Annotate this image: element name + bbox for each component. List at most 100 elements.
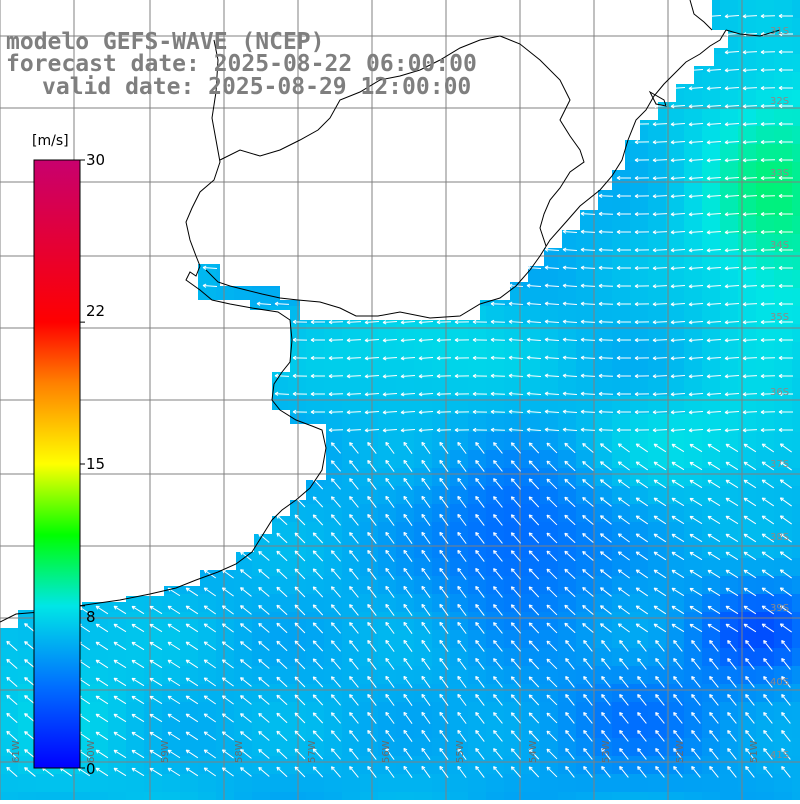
speed-cell <box>522 630 541 649</box>
speed-cell <box>288 666 307 685</box>
speed-cell <box>792 666 800 685</box>
speed-cell <box>756 576 775 595</box>
speed-cell <box>684 522 703 541</box>
lat-label: 39S <box>770 603 789 614</box>
speed-cell <box>792 252 800 271</box>
speed-cell <box>0 666 19 685</box>
speed-cell <box>558 558 577 577</box>
speed-cell <box>792 792 800 800</box>
speed-cell <box>540 486 559 505</box>
speed-cell <box>720 576 739 595</box>
speed-cell <box>252 648 271 667</box>
speed-cell <box>180 594 199 613</box>
lon-label: 60W <box>86 740 97 763</box>
speed-cell <box>270 684 289 703</box>
speed-cell <box>648 594 667 613</box>
speed-cell <box>792 18 800 37</box>
speed-cell <box>702 792 721 800</box>
speed-cell <box>180 684 199 703</box>
speed-cell <box>180 774 199 793</box>
lon-label: 61W <box>11 740 22 763</box>
speed-cell <box>792 36 800 55</box>
speed-cell <box>666 432 685 451</box>
speed-cell <box>756 468 775 487</box>
speed-cell <box>558 486 577 505</box>
speed-cell <box>216 684 235 703</box>
speed-cell <box>270 738 289 757</box>
speed-cell <box>522 792 541 800</box>
speed-cell <box>612 630 631 649</box>
speed-cell <box>144 648 163 667</box>
speed-cell <box>108 630 127 649</box>
speed-cell <box>792 234 800 253</box>
speed-cell <box>216 666 235 685</box>
speed-cell <box>90 684 109 703</box>
speed-cell <box>738 432 757 451</box>
speed-cell <box>216 702 235 721</box>
speed-cell <box>522 540 541 559</box>
speed-cell <box>558 432 577 451</box>
speed-cell <box>792 126 800 145</box>
speed-cell <box>162 594 181 613</box>
speed-cell <box>540 558 559 577</box>
speed-cell <box>216 756 235 775</box>
speed-cell <box>450 432 469 451</box>
speed-cell <box>666 540 685 559</box>
speed-cell <box>558 792 577 800</box>
speed-cell <box>540 450 559 469</box>
speed-cell <box>378 792 397 800</box>
speed-cell <box>792 162 800 181</box>
speed-cell <box>540 738 559 757</box>
speed-cell <box>54 792 73 800</box>
speed-cell <box>126 756 145 775</box>
colorbar-gradient <box>34 160 80 768</box>
speed-cell <box>108 738 127 757</box>
speed-cell <box>540 774 559 793</box>
speed-cell <box>540 702 559 721</box>
speed-cell <box>774 468 793 487</box>
speed-cell <box>648 576 667 595</box>
speed-cell <box>18 792 37 800</box>
speed-cell <box>738 468 757 487</box>
speed-cell <box>288 720 307 739</box>
speed-cell <box>216 720 235 739</box>
speed-cell <box>630 540 649 559</box>
speed-cell <box>198 774 217 793</box>
speed-cell <box>126 666 145 685</box>
speed-cell <box>648 522 667 541</box>
speed-cell <box>144 720 163 739</box>
speed-cell <box>792 54 800 73</box>
speed-cell <box>342 432 361 451</box>
speed-cell <box>738 540 757 559</box>
speed-cell <box>198 792 217 800</box>
speed-cell <box>792 288 800 307</box>
speed-cell <box>90 648 109 667</box>
speed-cell <box>216 648 235 667</box>
speed-cell <box>288 774 307 793</box>
speed-cell <box>648 450 667 469</box>
speed-cell <box>0 648 19 667</box>
speed-cell <box>558 504 577 523</box>
lon-label: 52W <box>675 740 686 763</box>
speed-cell <box>666 792 685 800</box>
speed-cell <box>612 504 631 523</box>
speed-cell <box>216 630 235 649</box>
speed-cell <box>324 432 343 451</box>
speed-cell <box>198 756 217 775</box>
speed-cell <box>288 630 307 649</box>
speed-cell <box>666 486 685 505</box>
speed-cell <box>540 612 559 631</box>
speed-cell <box>288 594 307 613</box>
lon-label: 58W <box>234 740 245 763</box>
speed-cell <box>90 666 109 685</box>
speed-cell <box>702 630 721 649</box>
speed-cell <box>720 630 739 649</box>
speed-cell <box>180 612 199 631</box>
speed-cell <box>432 432 451 451</box>
speed-cell <box>720 792 739 800</box>
speed-cell <box>540 594 559 613</box>
speed-cell <box>270 720 289 739</box>
speed-cell <box>288 684 307 703</box>
speed-cell <box>540 792 559 800</box>
speed-cell <box>630 486 649 505</box>
